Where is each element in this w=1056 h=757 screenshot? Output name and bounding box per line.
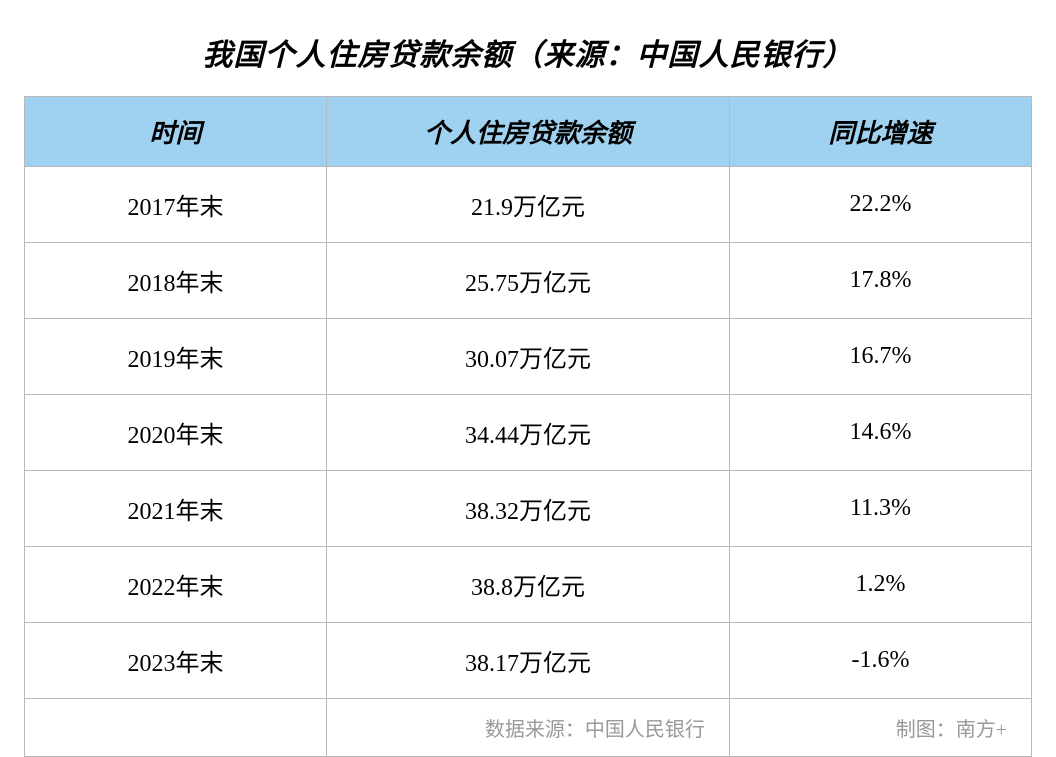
cell-time: 2022年末 <box>25 547 327 623</box>
table-row: 2018年末 25.75万亿元 17.8% <box>25 243 1032 319</box>
cell-balance: 25.75万亿元 <box>327 243 730 319</box>
cell-growth: -1.6% <box>729 623 1031 699</box>
cell-balance: 34.44万亿元 <box>327 395 730 471</box>
cell-time: 2018年末 <box>25 243 327 319</box>
col-header-balance: 个人住房贷款余额 <box>327 97 730 167</box>
table-row: 2020年末 34.44万亿元 14.6% <box>25 395 1032 471</box>
cell-balance: 38.17万亿元 <box>327 623 730 699</box>
table-row: 2023年末 38.17万亿元 -1.6% <box>25 623 1032 699</box>
cell-balance: 38.32万亿元 <box>327 471 730 547</box>
cell-growth: 17.8% <box>729 243 1031 319</box>
cell-growth: 1.2% <box>729 547 1031 623</box>
footer-source: 数据来源：中国人民银行 <box>327 699 730 757</box>
cell-time: 2021年末 <box>25 471 327 547</box>
table-row: 2017年末 21.9万亿元 22.2% <box>25 167 1032 243</box>
cell-growth: 14.6% <box>729 395 1031 471</box>
cell-growth: 22.2% <box>729 167 1031 243</box>
footer-empty <box>25 699 327 757</box>
cell-time: 2019年末 <box>25 319 327 395</box>
table-row: 2022年末 38.8万亿元 1.2% <box>25 547 1032 623</box>
table-header-row: 时间 个人住房贷款余额 同比增速 <box>25 97 1032 167</box>
cell-time: 2023年末 <box>25 623 327 699</box>
cell-balance: 38.8万亿元 <box>327 547 730 623</box>
cell-time: 2020年末 <box>25 395 327 471</box>
cell-balance: 21.9万亿元 <box>327 167 730 243</box>
table-row: 2021年末 38.32万亿元 11.3% <box>25 471 1032 547</box>
cell-growth: 11.3% <box>729 471 1031 547</box>
cell-growth: 16.7% <box>729 319 1031 395</box>
col-header-time: 时间 <box>25 97 327 167</box>
cell-balance: 30.07万亿元 <box>327 319 730 395</box>
cell-time: 2017年末 <box>25 167 327 243</box>
table-row: 2019年末 30.07万亿元 16.7% <box>25 319 1032 395</box>
footer-chart-by: 制图：南方+ <box>729 699 1031 757</box>
loan-balance-table: 时间 个人住房贷款余额 同比增速 2017年末 21.9万亿元 22.2% 20… <box>24 96 1032 757</box>
table-footer-row: 数据来源：中国人民银行 制图：南方+ <box>25 699 1032 757</box>
col-header-growth: 同比增速 <box>729 97 1031 167</box>
table-title: 我国个人住房贷款余额（来源：中国人民银行） <box>24 30 1032 74</box>
